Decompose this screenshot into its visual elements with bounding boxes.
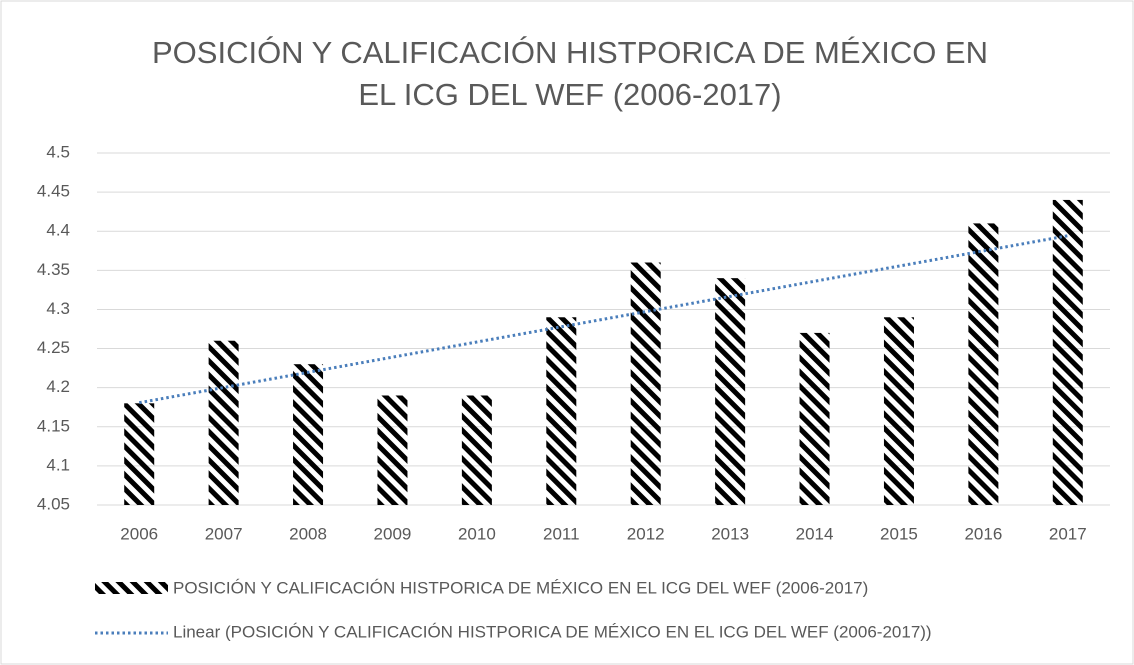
- legend-label: POSICIÓN Y CALIFICACIÓN HISTPORICA DE MÉ…: [173, 578, 868, 597]
- bar: [883, 317, 914, 505]
- y-tick-label: 4.15: [37, 416, 70, 435]
- y-tick-label: 4.45: [37, 182, 70, 201]
- bar: [208, 340, 239, 505]
- x-tick-label: 2011: [543, 524, 580, 543]
- bar: [124, 403, 155, 505]
- legend-label: Linear (POSICIÓN Y CALIFICACIÓN HISTPORI…: [173, 622, 932, 641]
- x-tick-label: 2016: [964, 524, 1002, 543]
- bar: [293, 364, 324, 505]
- x-tick-label: 2006: [120, 524, 158, 543]
- x-tick-label: 2009: [374, 524, 412, 543]
- y-tick-label: 4.3: [46, 299, 70, 318]
- x-tick-label: 2010: [458, 524, 496, 543]
- y-tick-label: 4.1: [46, 455, 70, 474]
- bar: [630, 262, 661, 505]
- chart-title: POSICIÓN Y CALIFICACIÓN HISTPORICA DE MÉ…: [151, 35, 989, 112]
- y-tick-label: 4.5: [46, 142, 70, 161]
- y-tick-label: 4.4: [46, 221, 70, 240]
- x-tick-label: 2007: [205, 524, 243, 543]
- bar: [546, 317, 577, 505]
- bar: [968, 223, 999, 505]
- y-tick-label: 4.25: [37, 338, 70, 357]
- bar: [461, 395, 492, 505]
- x-tick-label: 2008: [289, 524, 327, 543]
- x-tick-label: 2017: [1049, 524, 1087, 543]
- x-tick-label: 2014: [796, 524, 834, 543]
- y-tick-label: 4.05: [37, 494, 70, 513]
- y-tick-label: 4.35: [37, 260, 70, 279]
- y-tick-label: 4.2: [46, 377, 70, 396]
- bar: [377, 395, 408, 505]
- x-tick-label: 2013: [711, 524, 749, 543]
- bar: [799, 332, 830, 505]
- bar: [715, 278, 746, 505]
- x-tick-label: 2012: [627, 524, 665, 543]
- x-tick-label: 2015: [880, 524, 918, 543]
- bar: [1052, 199, 1083, 505]
- legend-swatch: [95, 582, 168, 594]
